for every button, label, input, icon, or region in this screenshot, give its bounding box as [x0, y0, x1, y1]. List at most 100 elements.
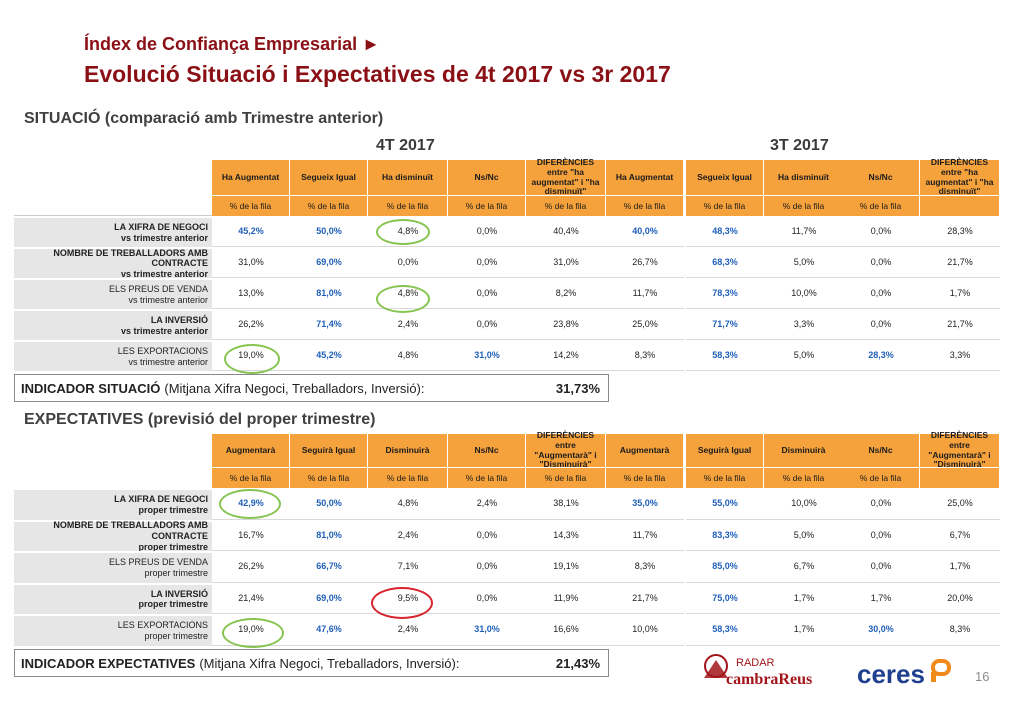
- table-cell: 38,1%: [526, 488, 606, 520]
- table-cell: 13,0%: [212, 278, 290, 309]
- table-cell: 19,0%: [212, 614, 290, 646]
- row-label-line: LA XIFRA DE NEGOCI: [114, 221, 208, 232]
- column-subheader: % de la fila: [212, 468, 290, 488]
- table-cell: 81,0%: [290, 519, 368, 551]
- indicator-expectatives-name: INDICADOR EXPECTATIVES: [21, 655, 196, 671]
- table-cell: 83,3%: [686, 519, 764, 551]
- row-label-line: proper trimestre: [138, 504, 208, 515]
- table-cell: 35,0%: [606, 488, 684, 520]
- indicator-situacio-name: INDICADOR SITUACIÓ: [21, 380, 161, 396]
- expectatives-section-title: EXPECTATIVES (previsió del proper trimes…: [24, 411, 376, 428]
- table-cell: 75,0%: [686, 582, 764, 614]
- table-cell: 6,7%: [764, 551, 844, 583]
- row-label-line: vs trimestre anterior: [120, 325, 208, 336]
- table-cell: 0,0%: [842, 278, 920, 309]
- table-cell: 10,0%: [764, 488, 844, 520]
- table-cell: 2,4%: [368, 519, 448, 551]
- table-cell: 28,3%: [842, 340, 920, 371]
- column-header: Augmentarà: [606, 434, 684, 468]
- column-subheader: % de la fila: [368, 468, 448, 488]
- column-subheader: [920, 468, 1000, 488]
- table-cell: 55,0%: [686, 488, 764, 520]
- column-header: Ha Augmentat: [606, 160, 684, 196]
- table-cell: 0,0%: [448, 551, 526, 583]
- row-label: LA XIFRA DE NEGOCI vs trimestre anterior: [14, 216, 212, 247]
- table-cell: 2,4%: [368, 614, 448, 646]
- table-cell: 2,4%: [448, 488, 526, 520]
- column-header: DIFERÈNCIES entre "Augmentarà" i "Dismin…: [526, 431, 606, 469]
- column-subheader: [920, 196, 1000, 216]
- row-label: ELS PREUS DE VENDA vs trimestre anterior: [14, 278, 212, 309]
- table-cell: 45,2%: [212, 216, 290, 247]
- indicator-expectatives: INDICADOR EXPECTATIVES (Mitjana Xifra Ne…: [14, 649, 609, 677]
- table-cell: 69,0%: [290, 582, 368, 614]
- ceres-logo-text: ceres: [857, 659, 925, 689]
- table-cell: 4,8%: [368, 488, 448, 520]
- column-subheader: % de la fila: [764, 468, 844, 488]
- table-cell: 6,7%: [920, 519, 1000, 551]
- table-cell: 40,0%: [606, 216, 684, 247]
- table-cell: 68,3%: [686, 247, 764, 278]
- column-header: Ha disminuït: [764, 160, 844, 196]
- table-cell: 31,0%: [448, 614, 526, 646]
- situacio-section-title: SITUACIÓ (comparació amb Trimestre anter…: [24, 110, 384, 127]
- column-subheader: % de la fila: [764, 196, 844, 216]
- table-cell: 8,3%: [606, 551, 684, 583]
- row-label-line: proper trimestre: [144, 567, 208, 578]
- row-label-line: LA INVERSIÓ: [150, 314, 208, 325]
- table-cell: 0,0%: [448, 582, 526, 614]
- ceres-logo: ceres: [857, 659, 951, 689]
- table-cell: 26,2%: [212, 309, 290, 340]
- table-cell: 21,7%: [606, 582, 684, 614]
- column-subheader: % de la fila: [448, 468, 526, 488]
- row-label-line: vs trimestre anterior: [128, 294, 208, 305]
- row-label: LA INVERSIÓ vs trimestre anterior: [14, 309, 212, 340]
- table-cell: 1,7%: [920, 551, 1000, 583]
- column-subheader: % de la fila: [448, 196, 526, 216]
- table-cell: 85,0%: [686, 551, 764, 583]
- table-cell: 8,3%: [920, 614, 1000, 646]
- column-subheader: % de la fila: [842, 196, 920, 216]
- table-cell: 50,0%: [290, 216, 368, 247]
- table-cell: 26,2%: [212, 551, 290, 583]
- column-subheader: % de la fila: [212, 196, 290, 216]
- table-cell: 14,2%: [526, 340, 606, 371]
- indicator-expectatives-value: 21,43%: [555, 655, 600, 671]
- row-label-line: CONTRACTE: [151, 258, 209, 269]
- column-subheader: % de la fila: [686, 468, 764, 488]
- table-cell: 5,0%: [764, 247, 844, 278]
- column-header: Ha disminuït: [368, 160, 448, 196]
- table-cell: 48,3%: [686, 216, 764, 247]
- table-cell: 8,3%: [606, 340, 684, 371]
- row-label-line: NOMBRE DE TREBALLADORS AMB: [53, 520, 208, 531]
- column-header: Seguirà Igual: [290, 434, 368, 468]
- table-cell: 0,0%: [842, 488, 920, 520]
- table-cell: 31,0%: [526, 247, 606, 278]
- table-cell: 40,4%: [526, 216, 606, 247]
- table-cell: 0,0%: [842, 216, 920, 247]
- row-label-line: vs trimestre anterior: [120, 232, 208, 243]
- column-header: DIFERÈNCIES entre "ha augmentat" i "ha d…: [920, 158, 1000, 196]
- table-cell: 2,4%: [368, 309, 448, 340]
- table-cell: 25,0%: [606, 309, 684, 340]
- column-header: Augmentarà: [212, 434, 290, 468]
- table-cell: 26,7%: [606, 247, 684, 278]
- table-cell: 21,4%: [212, 582, 290, 614]
- row-label-line: proper trimestre: [138, 541, 208, 552]
- table-cell: 45,2%: [290, 340, 368, 371]
- table-cell: 14,3%: [526, 519, 606, 551]
- table-cell: 69,0%: [290, 247, 368, 278]
- row-label-line: LA XIFRA DE NEGOCI: [114, 494, 208, 505]
- table-cell: 0,0%: [368, 247, 448, 278]
- column-header: Segueix Igual: [686, 160, 764, 196]
- table-cell: 19,1%: [526, 551, 606, 583]
- row-label: LA INVERSIÓ proper trimestre: [14, 582, 212, 614]
- table-cell: 21,7%: [920, 247, 1000, 278]
- table-cell: 9,5%: [368, 582, 448, 614]
- table-cell: 10,0%: [764, 278, 844, 309]
- table-cell: 0,0%: [448, 247, 526, 278]
- table-cell: 42,9%: [212, 488, 290, 520]
- table-cell: 5,0%: [764, 340, 844, 371]
- table-cell: 1,7%: [842, 582, 920, 614]
- row-label-line: NOMBRE DE TREBALLADORS AMB: [53, 247, 208, 258]
